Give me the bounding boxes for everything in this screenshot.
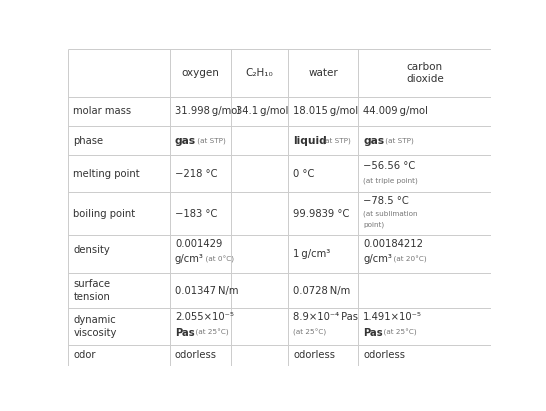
- Text: 0.0728 N/m: 0.0728 N/m: [293, 286, 351, 296]
- Text: 1.491×10⁻⁵: 1.491×10⁻⁵: [363, 312, 422, 322]
- Text: (at 0°C): (at 0°C): [201, 255, 234, 263]
- Text: gas: gas: [175, 136, 196, 145]
- Text: (at STP): (at STP): [383, 137, 414, 144]
- Text: 34.1 g/mol: 34.1 g/mol: [236, 106, 289, 116]
- Text: 0.00184212: 0.00184212: [363, 240, 423, 249]
- Text: odorless: odorless: [363, 350, 405, 360]
- Text: density: density: [73, 245, 110, 255]
- Text: boiling point: boiling point: [73, 208, 135, 219]
- Text: Pas: Pas: [175, 328, 194, 337]
- Text: C₂H₁₀: C₂H₁₀: [246, 68, 274, 78]
- Text: odorless: odorless: [293, 350, 335, 360]
- Text: (at triple point): (at triple point): [363, 177, 418, 184]
- Text: water: water: [308, 68, 338, 78]
- Text: gas: gas: [363, 136, 384, 145]
- Text: −56.56 °C: −56.56 °C: [363, 161, 416, 171]
- Text: (at 25°C): (at 25°C): [379, 329, 417, 336]
- Text: 18.015 g/mol: 18.015 g/mol: [293, 106, 359, 116]
- Text: 44.009 g/mol: 44.009 g/mol: [363, 106, 428, 116]
- Text: 0 °C: 0 °C: [293, 169, 314, 179]
- Text: Pas: Pas: [363, 328, 383, 337]
- Text: 1 g/cm³: 1 g/cm³: [293, 249, 331, 259]
- Text: (at STP): (at STP): [320, 137, 351, 144]
- Text: molar mass: molar mass: [73, 106, 132, 116]
- Text: surface
tension: surface tension: [73, 279, 110, 302]
- Text: −218 °C: −218 °C: [175, 169, 217, 179]
- Text: carbon
dioxide: carbon dioxide: [406, 62, 444, 84]
- Text: (at sublimation: (at sublimation: [363, 210, 418, 217]
- Text: 2.055×10⁻⁵: 2.055×10⁻⁵: [175, 312, 234, 322]
- Text: oxygen: oxygen: [182, 68, 219, 78]
- Text: −183 °C: −183 °C: [175, 208, 217, 219]
- Text: (at STP): (at STP): [195, 137, 226, 144]
- Text: point): point): [363, 221, 384, 228]
- Text: phase: phase: [73, 136, 103, 145]
- Text: g/cm³: g/cm³: [363, 254, 392, 264]
- Text: dynamic
viscosity: dynamic viscosity: [73, 315, 117, 337]
- Text: 0.01347 N/m: 0.01347 N/m: [175, 286, 239, 296]
- Text: odor: odor: [73, 350, 96, 360]
- Text: 31.998 g/mol: 31.998 g/mol: [175, 106, 240, 116]
- Text: 99.9839 °C: 99.9839 °C: [293, 208, 350, 219]
- Text: (at 20°C): (at 20°C): [389, 255, 427, 263]
- Text: odorless: odorless: [175, 350, 217, 360]
- Text: liquid: liquid: [293, 136, 327, 145]
- Text: 8.9×10⁻⁴ Pas: 8.9×10⁻⁴ Pas: [293, 312, 358, 322]
- Text: melting point: melting point: [73, 169, 140, 179]
- Text: (at 25°C): (at 25°C): [293, 329, 327, 336]
- Text: g/cm³: g/cm³: [175, 254, 204, 264]
- Text: −78.5 °C: −78.5 °C: [363, 196, 409, 206]
- Text: (at 25°C): (at 25°C): [191, 329, 229, 336]
- Text: 0.001429: 0.001429: [175, 240, 222, 249]
